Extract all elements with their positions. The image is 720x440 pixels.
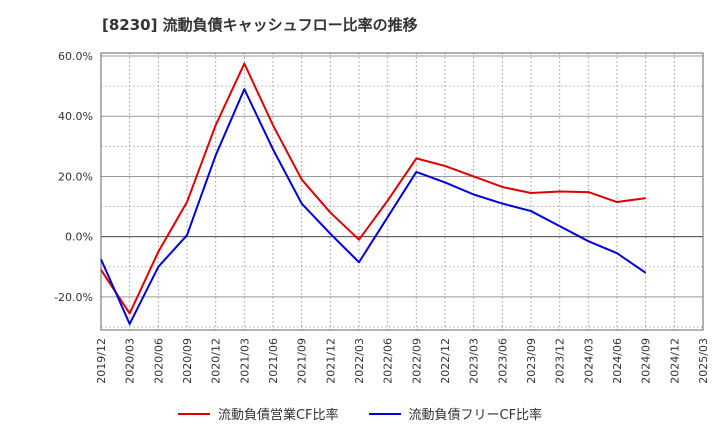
plot-area — [101, 53, 703, 330]
x-tick-label: 2025/03 — [697, 338, 710, 384]
x-tick-label: 2024/06 — [611, 338, 624, 384]
x-tick-label: 2022/09 — [410, 338, 423, 384]
legend-label-free-cf: 流動負債フリーCF比率 — [408, 408, 543, 423]
x-tick-label: 2019/12 — [95, 338, 108, 384]
x-tick-label: 2023/06 — [496, 338, 509, 384]
x-tick-label: 2022/12 — [439, 338, 452, 384]
x-tick-label: 2021/09 — [296, 338, 309, 384]
x-tick-label: 2024/12 — [668, 338, 681, 384]
y-tick-label: 40.0% — [58, 110, 93, 123]
y-tick-label: -20.0% — [54, 291, 93, 304]
x-tick-label: 2021/03 — [238, 338, 251, 384]
y-tick-label: 60.0% — [58, 50, 93, 63]
y-tick-label: 0.0% — [65, 231, 93, 244]
series-line-1 — [100, 88, 647, 325]
series-line-0 — [100, 62, 646, 315]
y-tick-label: 20.0% — [58, 170, 93, 183]
legend-swatch-free-cf — [368, 412, 401, 415]
legend: 流動負債営業CF比率 流動負債フリーCF比率 — [0, 404, 720, 423]
x-tick-label: 2024/09 — [640, 338, 653, 384]
x-tick-label: 2022/03 — [353, 338, 366, 384]
plot-frame — [100, 52, 704, 331]
x-tick-label: 2020/03 — [124, 338, 137, 384]
x-tick-label: 2023/03 — [468, 338, 481, 384]
legend-label-operating-cf: 流動負債営業CF比率 — [217, 408, 339, 423]
x-tick-label: 2020/09 — [181, 338, 194, 384]
legend-item-operating-cf: 流動負債営業CF比率 — [177, 404, 339, 423]
x-tick-label: 2021/12 — [324, 338, 337, 384]
x-tick-label: 2023/09 — [525, 338, 538, 384]
chart-title: [8230] 流動負債キャッシュフロー比率の推移 — [102, 16, 418, 34]
x-tick-label: 2020/12 — [210, 338, 223, 384]
legend-item-free-cf: 流動負債フリーCF比率 — [368, 404, 543, 423]
x-tick-label: 2022/06 — [382, 338, 395, 384]
x-tick-label: 2021/06 — [267, 338, 280, 384]
x-tick-label: 2024/03 — [582, 338, 595, 384]
legend-swatch-operating-cf — [177, 412, 210, 415]
x-tick-label: 2020/06 — [152, 338, 165, 384]
x-tick-label: 2023/12 — [554, 338, 567, 384]
